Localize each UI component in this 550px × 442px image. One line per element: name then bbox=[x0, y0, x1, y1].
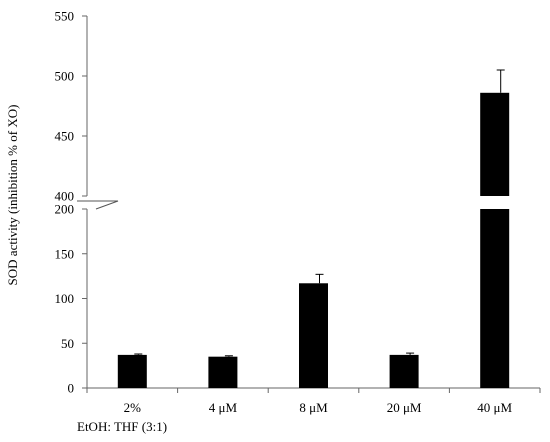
bar bbox=[208, 356, 238, 388]
category-note: EtOH: THF (3:1) bbox=[77, 419, 167, 434]
x-tick-label: 40 μM bbox=[477, 400, 512, 415]
y-tick-label: 0 bbox=[68, 381, 75, 396]
x-tick-label: 20 μM bbox=[387, 400, 422, 415]
bar bbox=[389, 354, 419, 388]
bar bbox=[480, 209, 510, 388]
y-tick-label: 100 bbox=[55, 291, 75, 306]
y-tick-label: 150 bbox=[55, 246, 75, 261]
bar bbox=[299, 283, 328, 388]
axis-break-mark bbox=[77, 200, 119, 210]
y-tick-label: 450 bbox=[55, 129, 75, 144]
bar bbox=[480, 92, 510, 196]
y-tick-label: 550 bbox=[55, 9, 75, 24]
y-tick-label: 200 bbox=[55, 202, 75, 217]
x-tick-label: 8 μM bbox=[299, 400, 328, 415]
y-tick-label: 500 bbox=[55, 69, 75, 84]
bar bbox=[117, 354, 147, 388]
x-tick-label: 2% bbox=[124, 400, 142, 415]
x-tick-label: 4 μM bbox=[209, 400, 238, 415]
y-tick-label: 400 bbox=[55, 189, 75, 204]
y-axis-label: SOD activity (inhibition % of XO) bbox=[5, 105, 20, 286]
y-tick-label: 50 bbox=[61, 336, 74, 351]
